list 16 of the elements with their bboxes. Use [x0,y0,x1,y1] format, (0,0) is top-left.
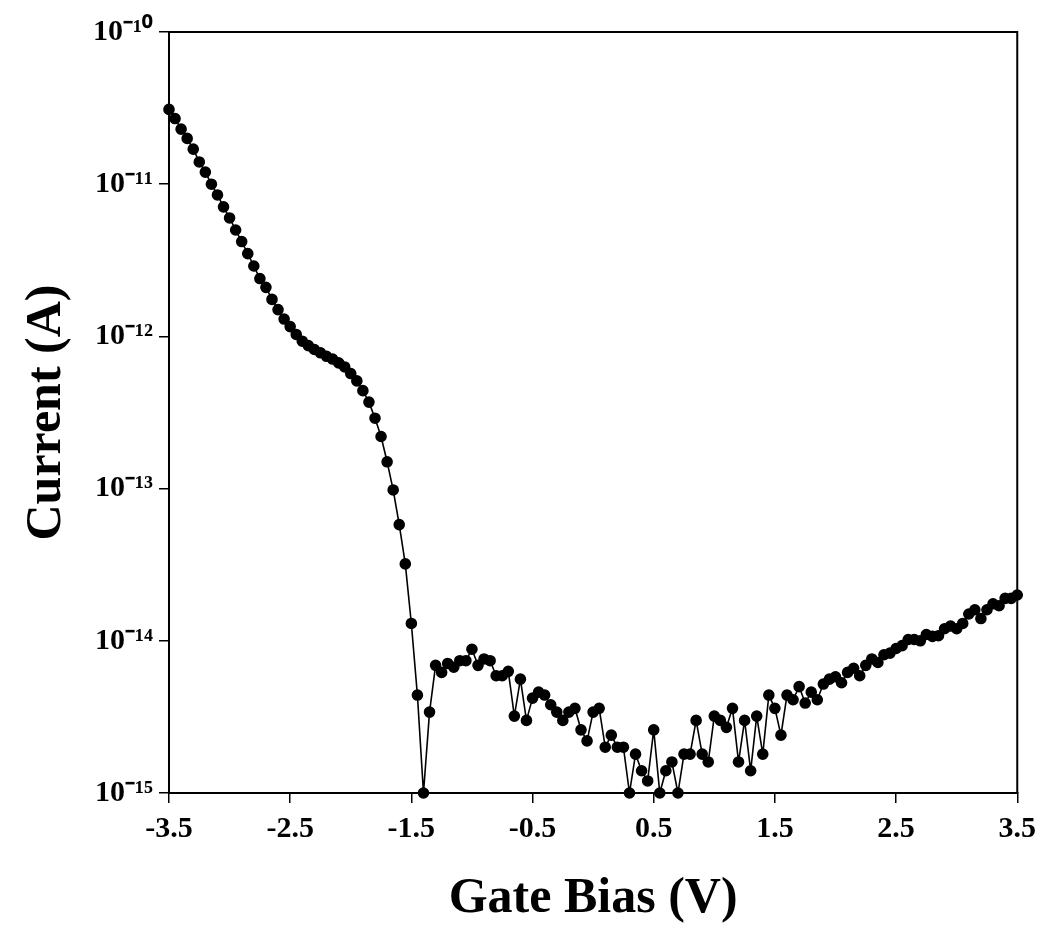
x-tick-label: 0.5 [634,809,673,843]
x-axis-title: Gate Bias (V) [448,866,738,923]
x-tick-label: -3.5 [145,809,193,843]
x-tick-label: -2.5 [266,809,314,843]
y-tick-label: 10⁻¹⁵ [94,773,153,807]
x-tick-label: -0.5 [508,809,557,843]
y-tick-label: 10⁻¹⁰ [92,12,153,46]
x-tick-label: 1.5 [756,809,794,843]
y-tick-label: 10⁻¹¹ [94,164,153,198]
y-axis-title: Current (A) [14,284,71,541]
x-tick-label: 3.5 [998,809,1036,843]
x-tick-label: -1.5 [387,809,436,843]
y-tick-label: 10⁻¹³ [94,469,153,503]
y-tick-label: 10⁻¹⁴ [94,621,153,655]
y-tick-label: 10⁻¹² [94,317,153,351]
x-tick-label: 2.5 [877,809,915,843]
